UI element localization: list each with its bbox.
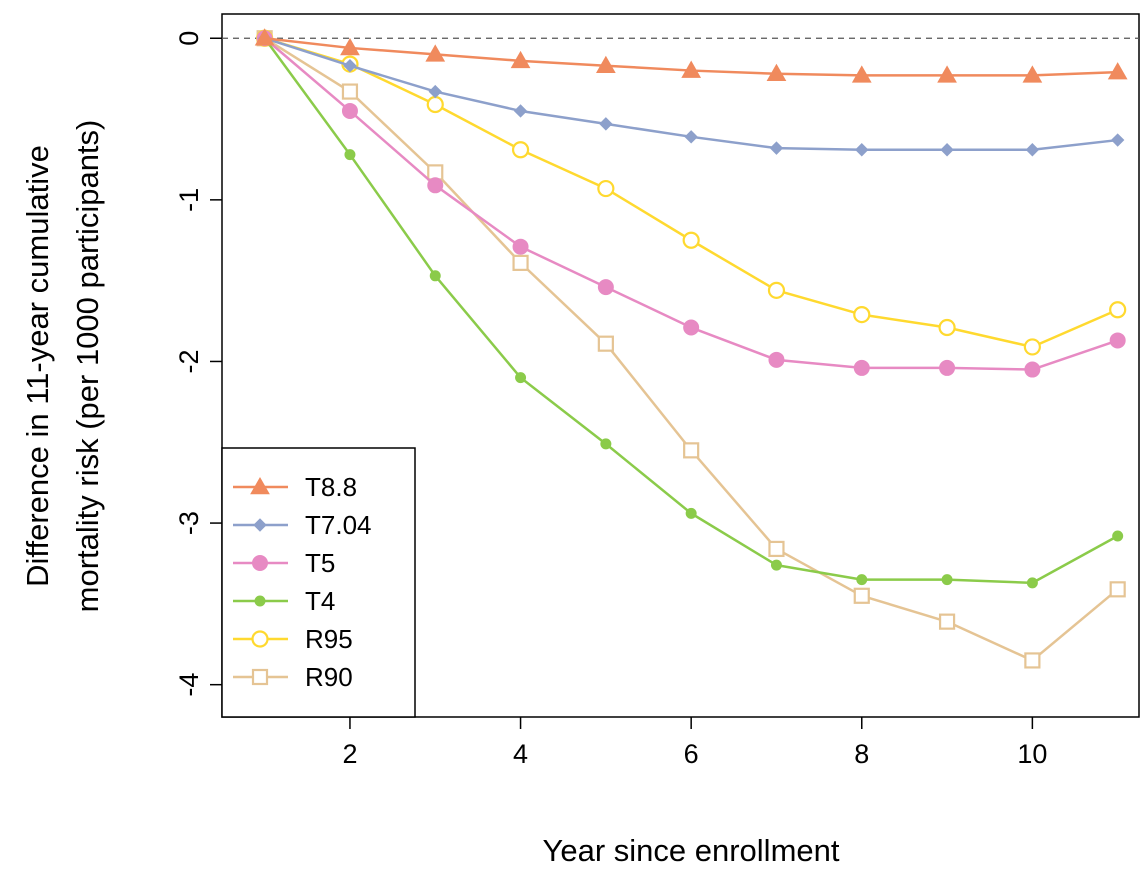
data-point-t5 [853, 359, 870, 376]
legend: T8.8 T7.04 T5 T4 R95 R90 [221, 447, 416, 718]
y-tick-label: -4 [174, 673, 204, 697]
data-point-r90 [427, 164, 444, 181]
data-point-t7-04 [1110, 133, 1125, 147]
data-point-t4 [1112, 530, 1124, 542]
data-point-r90 [341, 83, 359, 100]
data-point-r90 [683, 442, 700, 459]
data-point-t7-04 [769, 141, 784, 155]
legend-marker-r90 [251, 668, 269, 686]
data-point-t5 [683, 319, 700, 336]
y-tick-label: -2 [174, 349, 204, 373]
data-point-r90 [512, 254, 529, 271]
y-tick-label: 0 [174, 31, 204, 46]
x-tick-label: 6 [684, 739, 699, 769]
data-point-t4 [685, 507, 697, 519]
legend-marker-t7-04 [253, 518, 267, 532]
legend-label-t4: T4 [305, 586, 335, 616]
data-point-r95 [767, 281, 786, 299]
data-point-r95 [682, 231, 700, 249]
data-point-t8-8 [766, 63, 787, 82]
data-point-t4 [600, 438, 612, 450]
data-point-t8-8 [1107, 62, 1128, 80]
data-point-t8-8 [1022, 65, 1043, 83]
data-point-t5 [768, 351, 785, 368]
data-point-t4 [1026, 577, 1038, 589]
data-point-t5 [939, 359, 956, 376]
data-point-t5 [341, 102, 358, 119]
data-point-r90 [853, 587, 870, 604]
data-point-r90 [938, 613, 956, 630]
data-point-r95 [938, 318, 956, 337]
data-point-r95 [511, 141, 530, 159]
data-point-t7-04 [513, 104, 528, 118]
x-axis-title: Year since enrollment [543, 833, 840, 868]
data-point-t4 [344, 149, 356, 161]
data-point-t8-8 [425, 44, 446, 62]
x-tick-label: 2 [342, 739, 357, 769]
data-point-r95 [426, 95, 444, 114]
data-point-t7-04 [599, 117, 613, 131]
data-point-t8-8 [254, 28, 275, 46]
data-point-t5 [512, 238, 529, 255]
data-point-t8-8 [510, 50, 531, 69]
data-point-t7-04 [343, 59, 357, 73]
data-point-r95 [853, 305, 871, 324]
data-point-t5 [427, 177, 444, 194]
data-point-t7-04 [855, 143, 869, 157]
data-point-t8-8 [851, 65, 872, 83]
series-t5 [256, 30, 1126, 378]
legend-label-r90: R90 [305, 662, 353, 692]
data-point-t4 [515, 372, 527, 384]
data-point-t7-04 [684, 130, 698, 144]
y-tick-label: -1 [174, 188, 204, 212]
data-point-t8-8 [681, 60, 702, 78]
data-point-t7-04 [428, 84, 442, 99]
x-tick-label: 4 [513, 739, 528, 769]
y-axis-title-line-2: mortality risk (per 1000 participants) [70, 120, 105, 613]
data-point-r95 [597, 179, 615, 198]
x-tick-label: 10 [1017, 739, 1047, 769]
series-t7-04 [257, 31, 1125, 157]
data-point-t8-8 [340, 37, 360, 56]
data-point-t4 [941, 574, 953, 586]
data-point-r90 [1024, 652, 1041, 669]
data-point-r95 [1109, 301, 1127, 319]
legend-marker-r95 [251, 630, 269, 648]
data-point-t8-8 [937, 65, 957, 83]
legend-marker-t8-8 [250, 476, 270, 495]
data-point-r90 [597, 335, 614, 352]
data-point-t7-04 [1025, 143, 1040, 157]
y-axis-title-line-1: Difference in 11-year cumulative [20, 145, 55, 587]
legend-label-r95: R95 [305, 624, 353, 654]
plot-frame [221, 13, 1140, 718]
data-point-t4 [856, 574, 868, 586]
data-point-t7-04 [940, 143, 954, 157]
data-point-r90 [768, 540, 785, 558]
legend-label-t7-04: T7.04 [305, 510, 372, 540]
data-point-t5 [1024, 361, 1041, 378]
series-t8-8 [254, 28, 1128, 83]
legend-marker-t4 [254, 595, 266, 607]
legend-label-t5: T5 [305, 548, 335, 578]
legend-marker-t5 [252, 555, 268, 571]
data-point-t4 [429, 270, 441, 282]
data-point-t5 [597, 279, 614, 296]
data-point-t4 [770, 559, 782, 571]
data-point-r95 [1023, 338, 1041, 356]
legend-label-t8-8: T8.8 [305, 472, 357, 502]
data-point-t8-8 [595, 55, 616, 73]
y-tick-label: -3 [174, 511, 204, 535]
x-tick-label: 8 [854, 739, 869, 769]
data-point-r90 [1109, 581, 1126, 598]
data-point-t5 [1109, 332, 1126, 349]
